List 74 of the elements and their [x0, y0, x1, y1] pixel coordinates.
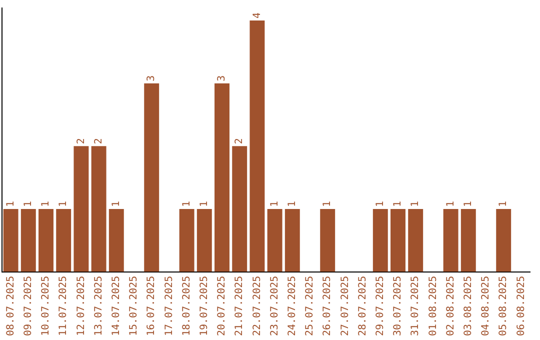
- bar: [460, 208, 476, 272]
- bar: [91, 146, 106, 272]
- bar: [144, 83, 160, 272]
- x-tick-label: 12.07.2025: [76, 276, 87, 336]
- data-label: 1: [410, 200, 422, 207]
- bar: [38, 208, 54, 272]
- data-label: 2: [76, 138, 87, 144]
- x-tick-label: 03.08.2025: [462, 276, 474, 336]
- data-label: 1: [22, 200, 34, 207]
- x-tick-label: 22.07.2025: [252, 276, 263, 336]
- data-label: 1: [198, 200, 210, 207]
- x-tick-label: 01.08.2025: [428, 276, 439, 336]
- bar: [496, 208, 512, 272]
- bar: [320, 208, 336, 272]
- data-label: 1: [181, 200, 192, 207]
- x-tick-label: 19.07.2025: [198, 276, 210, 336]
- x-tick-label: 09.07.2025: [22, 276, 34, 336]
- data-label: 3: [216, 75, 228, 82]
- data-label: 1: [58, 200, 70, 207]
- data-label: 1: [269, 200, 280, 207]
- data-label: 1: [110, 200, 122, 207]
- data-label: 1: [498, 200, 510, 207]
- x-tick-label: 25.07.2025: [304, 276, 316, 336]
- x-tick-label: 20.07.2025: [216, 276, 228, 336]
- x-tick-label: 21.07.2025: [234, 276, 246, 336]
- data-label: 1: [445, 200, 456, 207]
- x-tick-label: 06.08.2025: [516, 276, 527, 336]
- x-tick-label: 11.07.2025: [58, 276, 70, 336]
- x-tick-label: 29.07.2025: [374, 276, 386, 336]
- x-tick-label: 30.07.2025: [392, 276, 404, 336]
- data-label: 3: [146, 75, 158, 82]
- bar: [250, 20, 265, 272]
- data-label: 1: [5, 200, 16, 207]
- bar: [267, 208, 282, 272]
- bar: [214, 83, 230, 272]
- data-label: 1: [392, 200, 404, 207]
- bar: [408, 208, 424, 272]
- x-tick-label: 31.07.2025: [410, 276, 422, 336]
- data-label: 1: [462, 200, 474, 207]
- x-tick-label: 04.08.2025: [480, 276, 492, 336]
- bar: [196, 208, 212, 272]
- x-tick-label: 02.08.2025: [445, 276, 456, 336]
- data-label: 1: [40, 200, 52, 207]
- bar: [20, 208, 36, 272]
- bar: [443, 208, 458, 272]
- data-label: 1: [374, 200, 386, 207]
- x-tick-label: 15.07.2025: [128, 276, 140, 336]
- bar: [372, 208, 388, 272]
- x-tick-label: 17.07.2025: [164, 276, 175, 336]
- data-label: 4: [252, 12, 263, 19]
- data-label: 2: [234, 138, 246, 144]
- x-tick-label: 27.07.2025: [340, 276, 351, 336]
- x-tick-label: 16.07.2025: [146, 276, 158, 336]
- x-tick-label: 23.07.2025: [269, 276, 280, 336]
- bar: [108, 208, 124, 272]
- x-tick-label: 28.07.2025: [357, 276, 368, 336]
- bar: [232, 146, 248, 272]
- data-label: 1: [286, 200, 298, 207]
- bar: [179, 208, 194, 272]
- bar: [3, 208, 18, 272]
- x-tick-label: 08.07.2025: [5, 276, 16, 336]
- x-tick-label: 18.07.2025: [181, 276, 192, 336]
- x-tick-label: 24.07.2025: [286, 276, 298, 336]
- bar: [284, 208, 300, 272]
- x-tick-label: 26.07.2025: [322, 276, 334, 336]
- x-tick-label: 05.08.2025: [498, 276, 510, 336]
- x-tick-label: 10.07.2025: [40, 276, 52, 336]
- data-label: 2: [93, 138, 104, 144]
- bar: [56, 208, 72, 272]
- x-tick-label: 14.07.2025: [110, 276, 122, 336]
- x-tick-label: 13.07.2025: [93, 276, 104, 336]
- data-label: 1: [322, 200, 334, 207]
- bar: [74, 146, 89, 272]
- bar: [390, 208, 406, 272]
